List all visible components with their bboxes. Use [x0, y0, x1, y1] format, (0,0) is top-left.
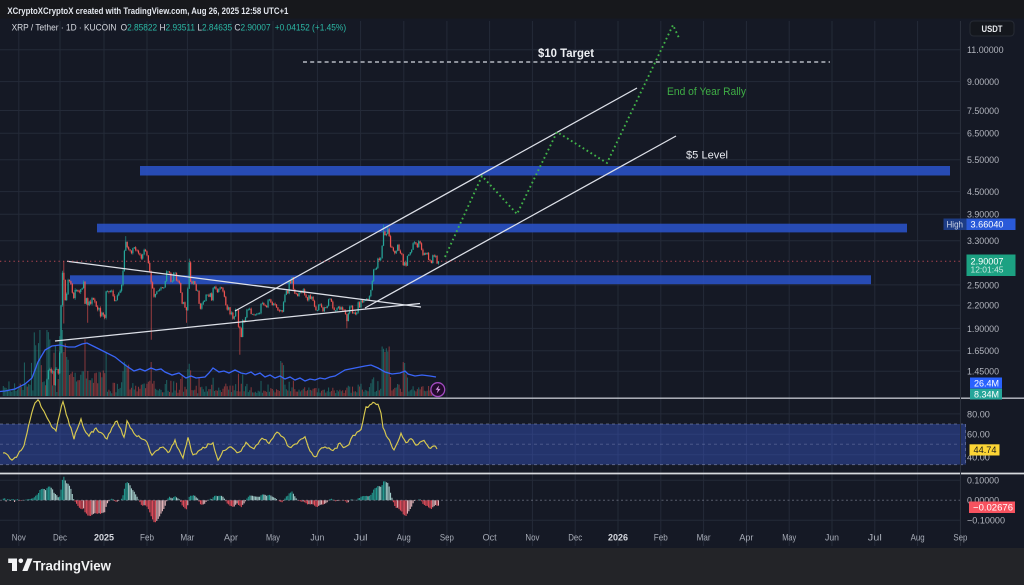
svg-text:Jul: Jul: [868, 533, 882, 543]
svg-text:Mar: Mar: [697, 533, 711, 543]
svg-text:TradingView: TradingView: [33, 559, 111, 574]
svg-text:Dec: Dec: [568, 533, 582, 543]
svg-text:Oct: Oct: [483, 533, 497, 543]
svg-text:Mar: Mar: [180, 533, 194, 543]
svg-text:−0.10000: −0.10000: [967, 516, 1005, 527]
svg-text:1.90000: 1.90000: [967, 324, 999, 335]
svg-text:0.00000: 0.00000: [967, 496, 999, 507]
svg-text:11.00000: 11.00000: [967, 45, 1004, 56]
svg-text:40.00: 40.00: [967, 452, 990, 463]
svg-text:Aug: Aug: [911, 533, 925, 543]
svg-text:2025: 2025: [94, 533, 114, 543]
svg-text:2.50000: 2.50000: [967, 280, 999, 291]
svg-text:44.74: 44.74: [974, 445, 997, 456]
svg-text:Apr: Apr: [224, 533, 238, 543]
svg-text:Jul: Jul: [354, 533, 368, 543]
svg-text:−0.02676: −0.02676: [973, 503, 1013, 514]
svg-text:0.10000: 0.10000: [967, 476, 999, 487]
svg-text:Nov: Nov: [12, 533, 26, 543]
svg-text:7.50000: 7.50000: [967, 106, 999, 117]
svg-text:2.90007: 2.90007: [971, 257, 1004, 268]
svg-text:Apr: Apr: [739, 533, 753, 543]
svg-text:XCryptoXCryptoX created with T: XCryptoXCryptoX created with TradingView…: [7, 6, 289, 17]
svg-text:Sep: Sep: [440, 533, 454, 543]
svg-text:May: May: [266, 533, 280, 543]
svg-text:End of Year Rally: End of Year Rally: [667, 86, 747, 98]
svg-text:Aug: Aug: [397, 533, 411, 543]
svg-text:Feb: Feb: [140, 533, 154, 543]
svg-text:80.00: 80.00: [967, 409, 990, 420]
svg-text:Jun: Jun: [310, 533, 324, 543]
svg-text:Dec: Dec: [53, 533, 67, 543]
svg-text:26.4M: 26.4M: [974, 378, 999, 389]
svg-text:60.00: 60.00: [967, 430, 990, 441]
svg-text:12:01:45: 12:01:45: [971, 265, 1004, 275]
svg-text:2.20000: 2.20000: [967, 301, 999, 312]
svg-text:May: May: [782, 533, 796, 543]
svg-text:XRP / Tether · 1D · KUCOIN O2.: XRP / Tether · 1D · KUCOIN O2.85822 H2.9…: [12, 23, 346, 34]
svg-text:3.90000: 3.90000: [967, 210, 999, 221]
svg-text:3.66040: 3.66040: [971, 220, 1004, 231]
svg-text:1.45000: 1.45000: [967, 367, 999, 378]
svg-text:$5 Level: $5 Level: [686, 150, 728, 162]
svg-text:5.50000: 5.50000: [967, 155, 999, 166]
svg-text:6.50000: 6.50000: [967, 129, 999, 140]
svg-text:Sep: Sep: [953, 533, 967, 543]
svg-text:Jun: Jun: [825, 533, 839, 543]
svg-text:1.65000: 1.65000: [967, 346, 999, 357]
svg-text:2026: 2026: [608, 533, 628, 543]
svg-text:High: High: [947, 219, 964, 230]
svg-text:$10 Target: $10 Target: [538, 46, 594, 60]
svg-text:Feb: Feb: [654, 533, 668, 543]
svg-text:4.50000: 4.50000: [967, 187, 999, 198]
svg-text:Nov: Nov: [525, 533, 539, 543]
svg-text:3.30000: 3.30000: [967, 236, 999, 247]
svg-text:9.00000: 9.00000: [967, 77, 999, 88]
svg-text:8.34M: 8.34M: [974, 389, 999, 400]
svg-text:USDT: USDT: [982, 24, 1003, 35]
